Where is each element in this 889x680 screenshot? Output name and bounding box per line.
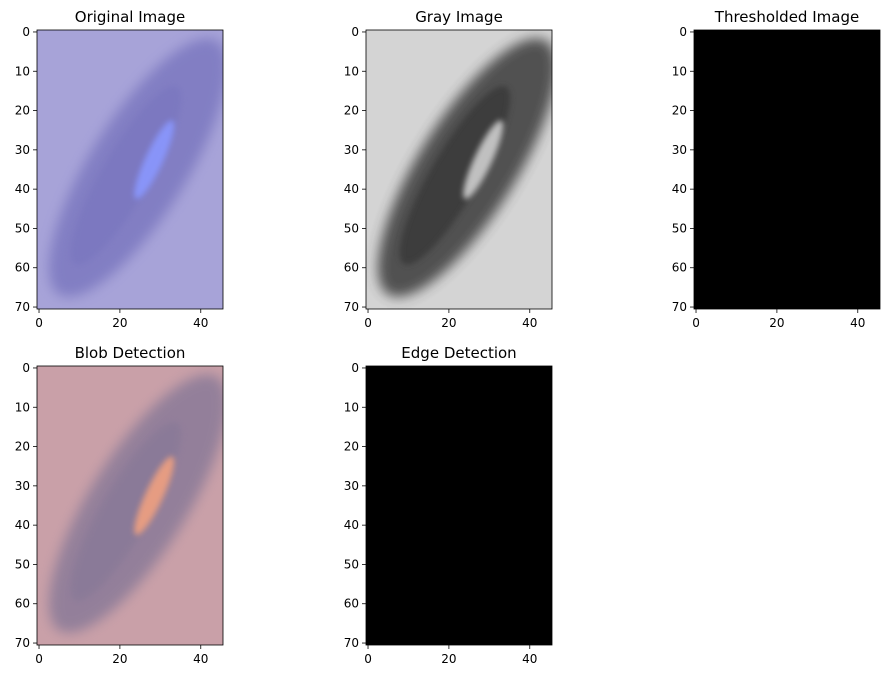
y-tick-label: 40 <box>15 182 30 196</box>
panel-original: Original Image 0 10 20 30 40 50 60 70 0 20 40 <box>15 8 224 330</box>
x-tick-label: 20 <box>112 316 127 330</box>
panel-image <box>37 30 223 309</box>
panel-image <box>366 30 552 309</box>
y-tick-label: 30 <box>344 143 359 157</box>
y-tick-label: 40 <box>672 182 687 196</box>
y-tick-label: 60 <box>344 597 359 611</box>
blob-core <box>399 86 511 265</box>
panel-title: Blob Detection <box>75 344 186 362</box>
y-tick-label: 0 <box>22 25 30 39</box>
image-background <box>694 30 880 309</box>
panel-blob: Blob Detection 0 10 20 30 40 50 60 70 0 20 40 <box>15 344 224 666</box>
panel-title: Thresholded Image <box>714 8 859 26</box>
y-tick-label: 10 <box>672 64 687 78</box>
y-tick-label: 0 <box>351 361 359 375</box>
panel-title: Edge Detection <box>401 344 516 362</box>
x-tick-label: 20 <box>441 652 456 666</box>
x-tick-label: 40 <box>522 316 537 330</box>
y-tick-label: 70 <box>672 300 687 314</box>
y-tick-label: 20 <box>344 440 359 454</box>
y-tick-label: 40 <box>15 518 30 532</box>
y-tick-label: 20 <box>15 104 30 118</box>
y-tick-label: 20 <box>672 104 687 118</box>
y-tick-label: 70 <box>15 300 30 314</box>
panel-image <box>37 366 223 645</box>
y-tick-label: 40 <box>344 182 359 196</box>
panel-image <box>366 366 552 645</box>
y-tick-label: 50 <box>15 557 30 571</box>
blob-highlight <box>134 120 175 200</box>
x-tick-label: 0 <box>364 652 372 666</box>
panel-title: Gray Image <box>415 8 503 26</box>
image-background <box>366 366 552 645</box>
panel-title: Original Image <box>75 8 185 26</box>
panel-gray: Gray Image 0 10 20 30 40 50 60 70 0 20 40 <box>344 8 553 330</box>
y-tick-label: 60 <box>672 261 687 275</box>
x-tick-label: 40 <box>193 652 208 666</box>
axes-frame <box>36 365 224 646</box>
axes-frame <box>693 29 881 310</box>
panel-threshold: Thresholded Image 0 10 20 30 40 50 60 70 0 20 40 <box>672 8 881 330</box>
axes-frame <box>365 365 553 646</box>
x-tick-label: 0 <box>35 316 43 330</box>
y-tick-label: 0 <box>679 25 687 39</box>
x-tick-label: 40 <box>193 316 208 330</box>
x-tick-label: 0 <box>364 316 372 330</box>
x-tick-label: 40 <box>522 652 537 666</box>
x-tick-label: 40 <box>850 316 865 330</box>
y-tick-label: 20 <box>15 440 30 454</box>
y-tick-label: 20 <box>344 104 359 118</box>
y-tick-label: 50 <box>344 221 359 235</box>
y-tick-label: 30 <box>672 143 687 157</box>
y-tick-label: 60 <box>15 597 30 611</box>
y-tick-label: 40 <box>344 518 359 532</box>
y-tick-label: 60 <box>344 261 359 275</box>
y-tick-label: 70 <box>15 636 30 650</box>
y-tick-label: 10 <box>344 400 359 414</box>
y-tick-label: 50 <box>672 221 687 235</box>
panel-edge: Edge Detection 0 10 20 30 40 50 60 70 0 20 40 <box>344 344 553 666</box>
blob-highlight <box>463 120 504 200</box>
y-tick-label: 50 <box>344 557 359 571</box>
x-tick-label: 0 <box>692 316 700 330</box>
y-tick-label: 30 <box>15 143 30 157</box>
y-tick-label: 30 <box>15 479 30 493</box>
x-tick-label: 20 <box>112 652 127 666</box>
y-tick-label: 0 <box>351 25 359 39</box>
blob-core <box>70 422 182 601</box>
blob-core <box>70 86 182 265</box>
panel-image <box>694 30 880 309</box>
y-tick-label: 10 <box>15 400 30 414</box>
y-tick-label: 60 <box>15 261 30 275</box>
y-tick-label: 70 <box>344 300 359 314</box>
x-tick-label: 20 <box>441 316 456 330</box>
axes-frame <box>365 29 553 310</box>
blob-highlight <box>134 456 175 536</box>
y-tick-label: 30 <box>344 479 359 493</box>
y-tick-label: 10 <box>15 64 30 78</box>
y-tick-label: 10 <box>344 64 359 78</box>
x-tick-label: 20 <box>769 316 784 330</box>
x-tick-label: 0 <box>35 652 43 666</box>
y-tick-label: 50 <box>15 221 30 235</box>
y-tick-label: 70 <box>344 636 359 650</box>
y-tick-label: 0 <box>22 361 30 375</box>
axes-frame <box>36 29 224 310</box>
